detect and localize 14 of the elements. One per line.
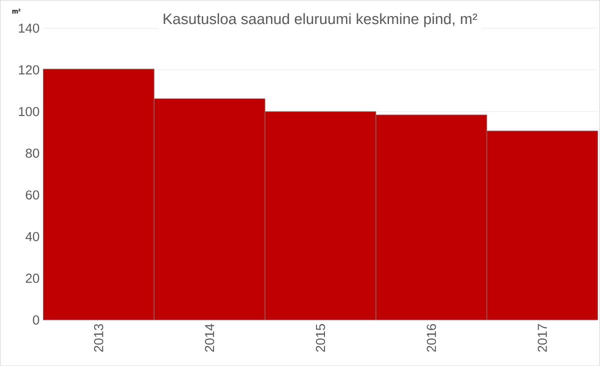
x-tick-label: 2015 [316, 324, 326, 352]
y-tick-label: 40 [25, 232, 40, 242]
x-tick-label: 2016 [426, 324, 436, 352]
chart-title: Kasutusloa saanud eluruumi keskmine pind, m² [164, 13, 478, 28]
x-tick-label: 2014 [204, 324, 214, 352]
y-tick-label: 0 [32, 315, 40, 325]
x-tick-label: 2017 [538, 324, 547, 352]
y-tick-label: 100 [18, 106, 40, 116]
y-tick-label: 60 [26, 190, 40, 200]
y-tick-label: 20 [26, 274, 40, 283]
y-tick-label: 80 [26, 148, 40, 158]
x-tick-label: 2013 [94, 324, 104, 352]
y-tick-label: 120 [18, 65, 40, 74]
y-tick-label: 140 [18, 24, 40, 33]
